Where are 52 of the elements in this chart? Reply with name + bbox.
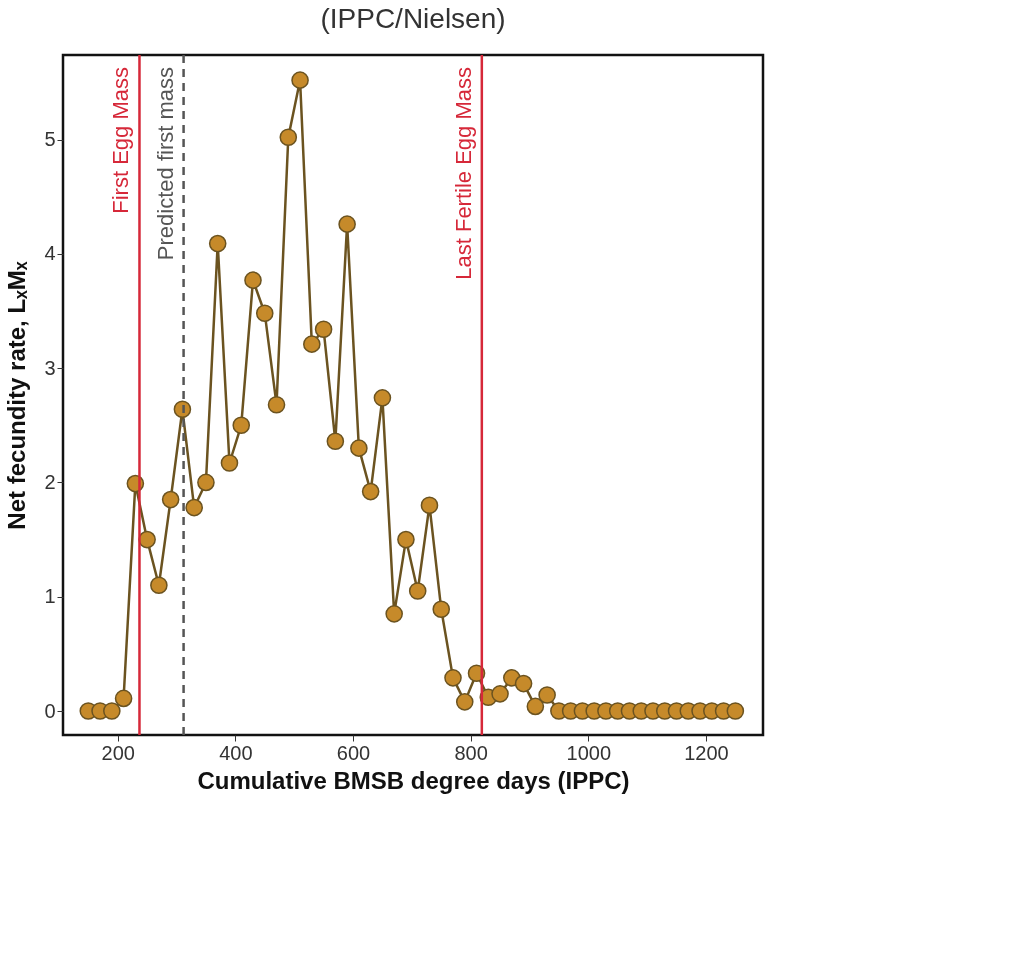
y-tick-label: 3: [44, 356, 56, 379]
point: [138, 530, 156, 549]
point: [103, 702, 121, 720]
x-tick-label: 200: [101, 741, 135, 764]
x-tick-label: 600: [336, 741, 371, 764]
point: [197, 473, 215, 492]
point: [491, 685, 509, 703]
point: [514, 674, 533, 693]
point: [444, 669, 462, 687]
ref-line-label: First Egg Mass: [108, 67, 134, 214]
x-axis-title: Cumulative BMSB degree days (IPPC): [197, 766, 630, 794]
point: [361, 482, 380, 501]
y-axis-title: Net fecundity rate, LₓMₓ: [3, 261, 31, 530]
x-tick-label: 800: [454, 741, 488, 764]
point: [279, 128, 298, 147]
point: [185, 498, 203, 517]
x-tick-label: 1000: [566, 741, 612, 764]
point: [385, 605, 403, 623]
point: [432, 600, 451, 619]
point: [208, 234, 227, 253]
point: [397, 530, 415, 549]
text: (IPPC/Nielsen): [320, 2, 506, 34]
y-tick-label: 0: [44, 699, 56, 722]
point: [538, 686, 556, 704]
ref-line-label: Last Fertile Egg Mass: [450, 67, 476, 280]
x-tick-label: 400: [219, 741, 253, 764]
point: [420, 496, 439, 515]
y-tick-label: 5: [44, 128, 56, 151]
point: [303, 335, 321, 353]
y-tick-label: 2: [44, 470, 56, 493]
point: [161, 490, 180, 509]
point: [338, 215, 356, 233]
point: [150, 576, 168, 595]
point: [455, 693, 474, 711]
point: [114, 689, 133, 708]
point: [726, 702, 745, 720]
y-tick-label: 1: [44, 585, 56, 608]
point: [255, 304, 274, 323]
point: [220, 454, 239, 472]
point: [267, 395, 286, 414]
y-tick-label: 4: [44, 242, 56, 265]
point: [526, 697, 545, 716]
ref-line-label: Predicted first mass: [152, 67, 178, 261]
point: [350, 439, 368, 457]
point: [291, 71, 309, 89]
point: [232, 416, 251, 435]
point: [244, 271, 262, 289]
point: [314, 320, 333, 339]
x-tick-label: 1200: [684, 741, 729, 764]
point: [408, 582, 427, 600]
point: [326, 432, 345, 451]
point: [373, 389, 392, 407]
